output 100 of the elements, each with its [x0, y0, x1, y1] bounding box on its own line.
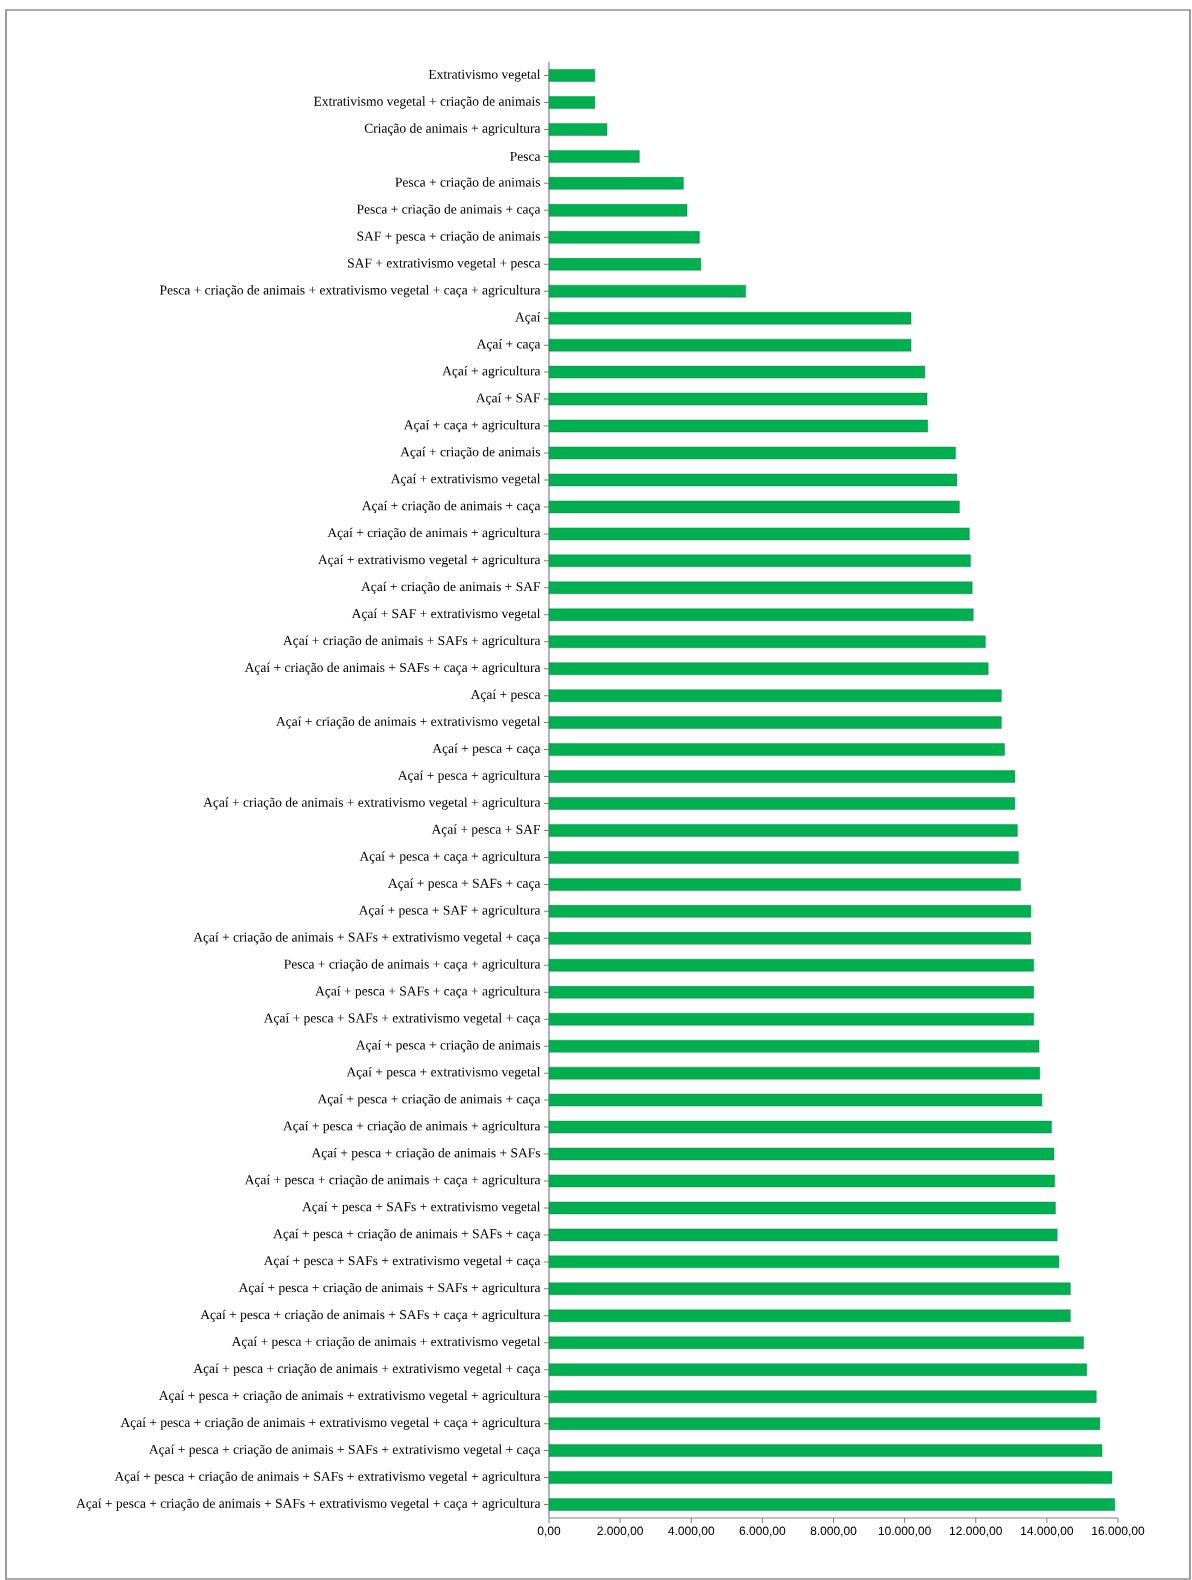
y-tick-label: Pesca	[510, 151, 541, 161]
y-tick-label: Pesca + criação de animais + caça	[356, 204, 541, 217]
bar	[548, 986, 1034, 999]
x-tick-label: 4.000,00	[668, 1526, 715, 1537]
y-tick-label: Açaí + criação de animais + SAFs + caça + agricultura	[244, 662, 541, 675]
y-tick-label: Açaí + pesca + criação de animais + SAFs + extrativismo vegetal + caça + agricultura	[76, 1498, 541, 1511]
bar	[548, 1174, 1055, 1188]
y-tick-label: SAF + extrativismo vegetal + pesca	[348, 258, 541, 271]
y-tick-label: Açaí + SAF + extrativismo vegetal	[351, 608, 541, 621]
y-tick-label: Açaí + pesca + extrativismo vegetal	[346, 1066, 541, 1080]
x-tick-label: 0,00	[537, 1526, 561, 1537]
bar	[548, 932, 1032, 945]
bar	[548, 1309, 1071, 1322]
bar	[548, 1120, 1052, 1134]
bar	[548, 797, 1016, 810]
bar	[548, 392, 928, 406]
bar	[548, 851, 1019, 864]
bar	[548, 824, 1018, 837]
bar	[548, 1336, 1084, 1349]
bar	[548, 581, 973, 595]
bar	[548, 123, 608, 136]
bar	[548, 1444, 1103, 1457]
bar	[548, 204, 688, 217]
y-tick-label: Extrativismo vegetal	[428, 69, 541, 82]
bar	[548, 716, 1002, 729]
y-tick-label: Açaí + pesca + agricultura	[397, 770, 541, 783]
bar	[548, 231, 700, 244]
bar	[548, 527, 970, 541]
y-tick-label: Açaí + pesca + criação de animais + extrativismo vegetal + caça	[193, 1363, 541, 1376]
bar	[548, 608, 974, 621]
bar	[548, 365, 926, 379]
y-tick-label: Açaí + pesca + caça + agricultura	[359, 851, 541, 864]
y-tick-label: Açaí + pesca + criação de animais + extrativismo vegetal	[231, 1336, 541, 1349]
bar	[548, 150, 640, 163]
x-tick-label: 6.000,00	[739, 1526, 786, 1537]
bar	[548, 1363, 1087, 1376]
bar	[548, 905, 1032, 918]
y-tick-label: Açaí + pesca + SAFs + caça	[388, 878, 541, 891]
bar	[548, 1093, 1043, 1107]
y-tick-label: Açaí + criação de animais + SAFs + agricultura	[283, 635, 541, 648]
y-tick-label: Açaí + pesca + criação de animais + SAFs + agricultura	[238, 1282, 541, 1295]
y-tick-label: Pesca + criação de animais + extrativismo vegetal + caça + agricultura	[159, 285, 541, 298]
y-tick-label: Açaí + extrativismo vegetal	[390, 473, 541, 487]
y-tick-label: Açaí + pesca + criação de animais + caça	[317, 1093, 541, 1107]
x-tick-label: 12.000,00	[949, 1526, 1002, 1537]
y-tick-label: Açaí + pesca + SAFs + extrativismo vegetal + caça	[263, 1013, 541, 1026]
y-tick-label: Açaí + pesca + criação de animais	[355, 1040, 540, 1053]
y-tick-label: Açaí + criação de animais + agricultura	[327, 527, 541, 541]
x-tick-label: 8.000,00	[810, 1526, 857, 1537]
y-tick-label: Açaí + caça + agricultura	[403, 419, 541, 433]
bar	[548, 1255, 1060, 1269]
y-tick-label: Açaí + pesca + criação de animais + caça + agricultura	[244, 1174, 541, 1188]
y-tick-label: Açaí + pesca	[470, 689, 541, 702]
bar	[548, 1066, 1040, 1080]
bar	[548, 743, 1005, 756]
bar	[548, 1039, 1040, 1053]
y-tick-label: Açaí + pesca + SAFs + extrativismo vegetal	[302, 1201, 541, 1215]
y-tick-label: Açaí + pesca + SAFs + extrativismo vegetal + caça	[263, 1255, 541, 1269]
y-tick-label: Açaí + pesca + criação de animais + SAFs	[311, 1147, 540, 1161]
x-tick-label: 14.000,00	[1021, 1526, 1074, 1537]
bar	[548, 1417, 1101, 1430]
y-tick-label: Açaí + agricultura	[442, 365, 541, 379]
bar	[548, 1498, 1115, 1511]
bar	[548, 258, 702, 271]
y-tick-label: Açaí + pesca + criação de animais + SAFs + caça	[273, 1228, 541, 1242]
y-tick-label: Açaí + caça	[476, 339, 541, 352]
y-tick-label: Açaí + criação de animais + SAFs + extrativismo vegetal + caça	[193, 932, 541, 945]
bar	[548, 69, 596, 82]
bar	[548, 878, 1021, 891]
y-tick-label: Açaí + pesca + criação de animais + agricultura	[283, 1120, 541, 1134]
bar	[548, 1228, 1058, 1242]
bar	[548, 635, 986, 648]
y-tick-label: Açaí + pesca + criação de animais + extrativismo vegetal + caça + agricultura	[120, 1417, 541, 1430]
y-tick-label: Açaí + pesca + SAF + agricultura	[358, 905, 541, 918]
bar	[548, 1471, 1113, 1484]
y-tick-label: Açaí + criação de animais + SAF	[361, 581, 540, 594]
y-tick-label: Criação de animais + agricultura	[364, 123, 541, 136]
x-tick-label: 10.000,00	[878, 1526, 931, 1537]
y-tick-label: Açaí + pesca + criação de animais + extrativismo vegetal + agricultura	[158, 1390, 541, 1403]
y-tick-label: Açaí + criação de animais + caça	[361, 500, 541, 514]
y-tick-label: Açaí + pesca + SAFs + caça + agricultura	[315, 986, 541, 999]
y-tick-label: Extrativismo vegetal + criação de animais	[313, 96, 541, 109]
bar	[548, 500, 960, 514]
bar	[548, 96, 596, 109]
bar	[548, 419, 928, 433]
bar	[548, 311, 912, 325]
y-tick-label: Açaí + pesca + criação de animais + SAFs + extrativismo vegetal + agricultura	[114, 1471, 541, 1484]
bar	[548, 1390, 1097, 1403]
y-tick-label: Açaí	[515, 312, 541, 325]
y-tick-label: Açaí + criação de animais	[400, 446, 540, 460]
bar	[548, 959, 1034, 972]
y-tick-label: Açaí + SAF	[475, 392, 540, 406]
bar	[548, 1201, 1056, 1215]
bar	[548, 1282, 1071, 1296]
bar	[548, 1147, 1055, 1161]
bar	[548, 1013, 1034, 1026]
x-tick-label: 2.000,00	[597, 1526, 644, 1537]
y-tick-label: Pesca + criação de animais	[395, 177, 540, 190]
y-tick-label: Açaí + pesca + caça	[432, 743, 541, 756]
y-tick-label: SAF + pesca + criação de animais	[357, 231, 540, 244]
